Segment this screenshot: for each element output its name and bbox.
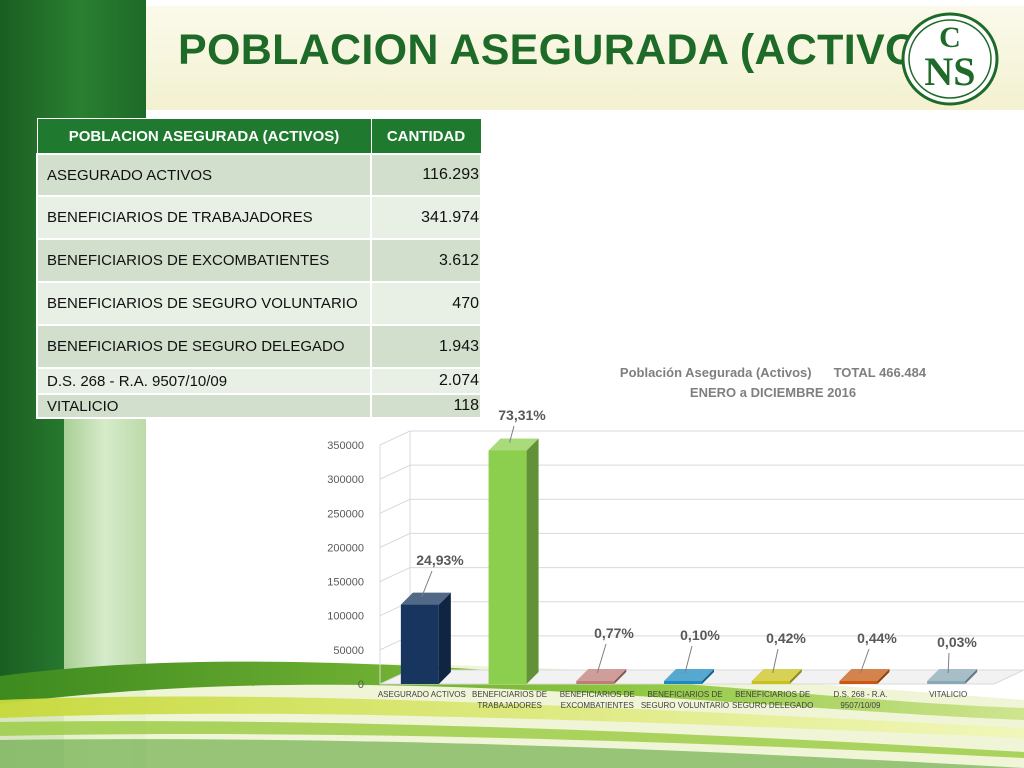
category-label: BENEFICIARIOS DE [472,690,547,699]
bar-side [965,669,978,684]
bar-side [789,669,802,684]
row-value: 1.943 [370,324,482,369]
category-label: SEGURO VOLUNTARIO [641,701,729,710]
table-header-category: POBLACION ASEGURADA (ACTIVOS) [36,118,372,155]
row-label: BENEFICIARIOS DE SEGURO VOLUNTARIO [36,281,372,326]
y-tick-label: 250000 [327,508,364,520]
slide-title: POBLACION ASEGURADA (ACTIVOS) [178,26,963,74]
table-row: BENEFICIARIOS DE SEGURO VOLUNTARIO 470 [36,281,482,326]
bar [751,681,790,684]
data-label-leader [947,652,950,674]
category-label: SEGURO DELEGADO [732,701,813,710]
bar-side [438,592,451,684]
bar [488,450,527,684]
data-label-leader [421,570,433,597]
bar-top [839,669,890,681]
bar-top [576,669,627,681]
data-label-leader [509,425,515,443]
category-label: BENEFICIARIOS DE [560,690,635,699]
row-value: 116.293 [370,153,482,197]
svg-text:NS: NS [924,49,975,94]
row-label: D.S. 268 - R.A. 9507/10/09 [36,367,372,395]
category-label: VITALICIO [929,690,967,699]
data-label-leader [859,648,870,674]
category-label: D.S. 268 - R.A. [834,690,888,699]
data-label-leader [772,648,779,674]
gridline [379,430,1024,446]
table-row: ASEGURADO ACTIVOS 116.293 [36,153,482,197]
gridline [379,498,1024,514]
category-label: ASEGURADO ACTIVOS [378,690,466,699]
row-value: 118 [370,393,482,419]
y-tick-label: 200000 [327,542,364,554]
y-tick-label: 300000 [327,474,364,486]
bar-top [400,592,451,605]
row-value: 2.074 [370,367,482,395]
y-tick-label: 0 [358,679,364,691]
chart-subtitle: ENERO a DICIEMBRE 2016 [690,385,856,400]
y-tick-label: 350000 [327,440,364,452]
row-value: 3.612 [370,238,482,283]
row-label: BENEFICIARIOS DE EXCOMBATIENTES [36,238,372,283]
data-label-leader [684,645,693,674]
bar [927,681,966,684]
gridline [379,567,1024,583]
chart-title-text: Población Asegurada (Activos) [620,365,812,380]
gridline [379,464,1024,480]
insured-population-table: POBLACION ASEGURADA (ACTIVOS) CANTIDAD A… [36,118,482,419]
cns-logo: C NS [901,12,999,106]
data-label: 73,31% [498,407,546,423]
table-row: BENEFICIARIOS DE SEGURO DELEGADO 1.943 [36,324,482,369]
table-header-quantity: CANTIDAD [370,118,482,155]
bar-top [664,669,714,681]
y-tick-label: 100000 [327,611,364,623]
svg-text:C: C [939,21,961,54]
gridline [379,601,1024,617]
bar [664,681,702,684]
bar-side [702,669,714,684]
bar-side [877,669,890,684]
gridline [379,532,1024,548]
y-tick-label: 150000 [327,577,364,589]
category-label: BENEFICIARIOS DE [647,690,722,699]
row-value: 341.974 [370,195,482,240]
category-label: EXCOMBATIENTES [561,701,634,710]
data-label: 0,10% [680,627,720,643]
data-label-leader [596,643,607,674]
row-label: BENEFICIARIOS DE TRABAJADORES [36,195,372,240]
y-tick-label: 50000 [333,645,364,657]
category-label: 9507/10/09 [840,701,881,710]
row-label: BENEFICIARIOS DE SEGURO DELEGADO [36,324,372,369]
data-label: 0,42% [766,630,806,646]
bar-side [614,669,627,684]
category-label: TRABAJADORES [477,701,541,710]
data-label: 0,44% [857,630,897,646]
table-row: BENEFICIARIOS DE EXCOMBATIENTES 3.612 [36,238,482,283]
data-label: 0,77% [594,625,634,641]
bar-top [488,438,539,451]
bar-side [526,438,539,684]
bar [400,604,439,684]
data-label: 0,03% [937,634,977,650]
data-label: 24,93% [416,552,464,568]
chart-title-total: TOTAL 466.484 [834,365,927,380]
row-label: ASEGURADO ACTIVOS [36,153,372,197]
row-value: 470 [370,281,482,326]
table-row: BENEFICIARIOS DE TRABAJADORES 341.974 [36,195,482,240]
chart-title: Población Asegurada (Activos) TOTAL 466.4… [620,365,927,380]
bar [839,681,878,684]
table-row: VITALICIO 118 [36,393,482,419]
bar-top [927,669,978,681]
table-row: D.S. 268 - R.A. 9507/10/09 2.074 [36,367,482,395]
table-header-row: POBLACION ASEGURADA (ACTIVOS) CANTIDAD [36,118,482,155]
bar [576,681,615,684]
row-label: VITALICIO [36,393,372,419]
category-label: BENEFICIARIOS DE [735,690,810,699]
bar-top [751,669,802,681]
